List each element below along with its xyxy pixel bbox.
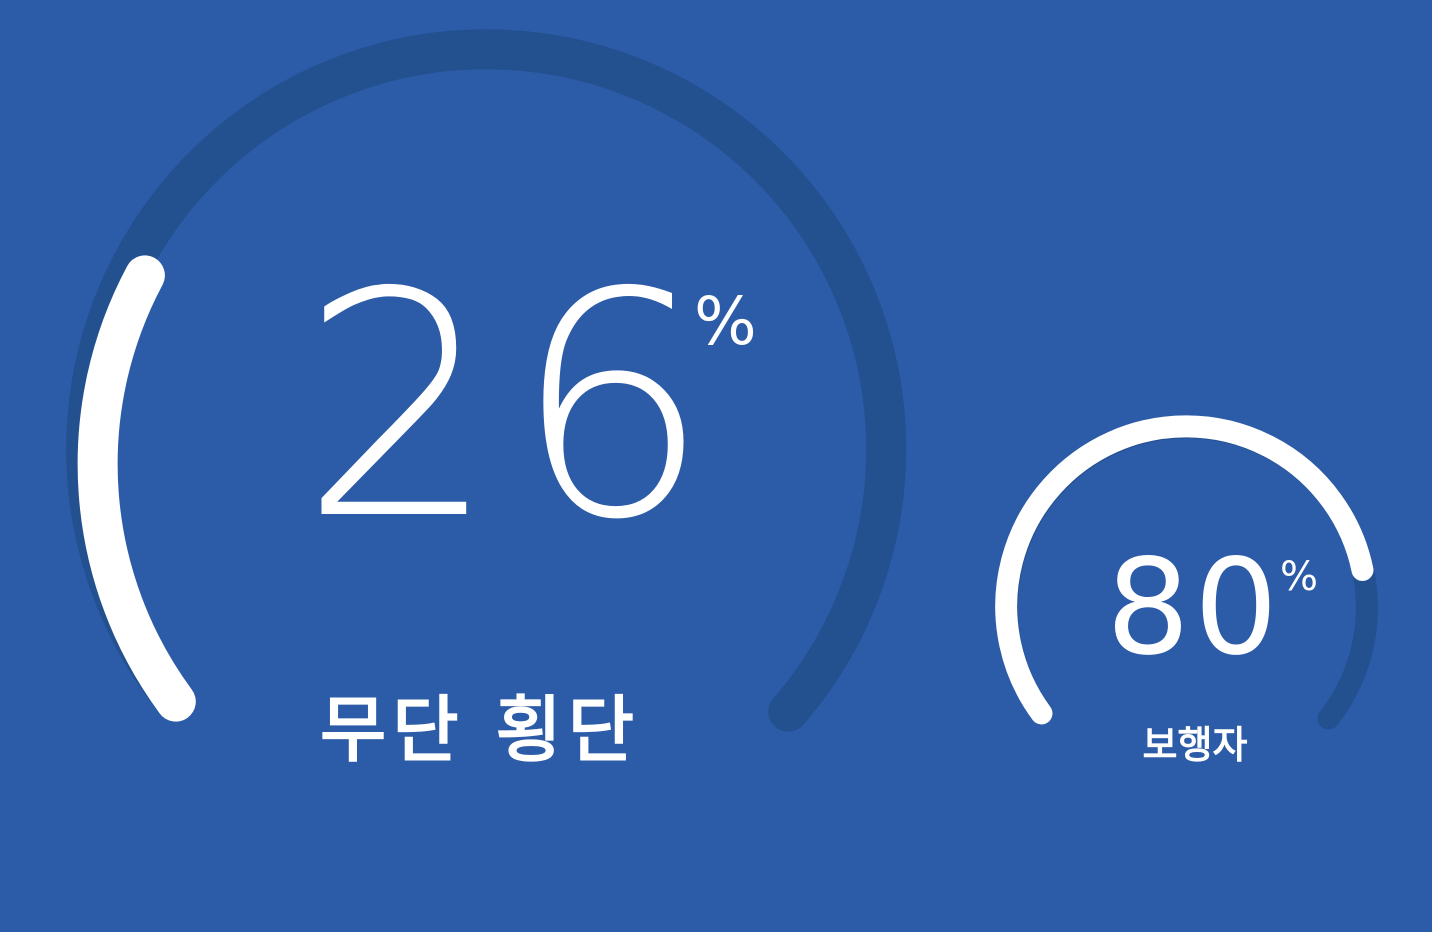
pedestrian-percent-sign: %	[1280, 554, 1319, 600]
pedestrian-gauge-progress	[995, 415, 1374, 725]
jaywalking-gauge-progress	[77, 255, 196, 722]
jaywalking-percent-sign: %	[694, 283, 757, 360]
jaywalking-label: 무단 횡단	[319, 688, 641, 772]
pedestrian-label: 보행자	[1142, 723, 1248, 767]
pedestrian-percentage-value: 80	[1106, 531, 1282, 685]
jaywalking-percentage-value: 26	[300, 227, 727, 588]
